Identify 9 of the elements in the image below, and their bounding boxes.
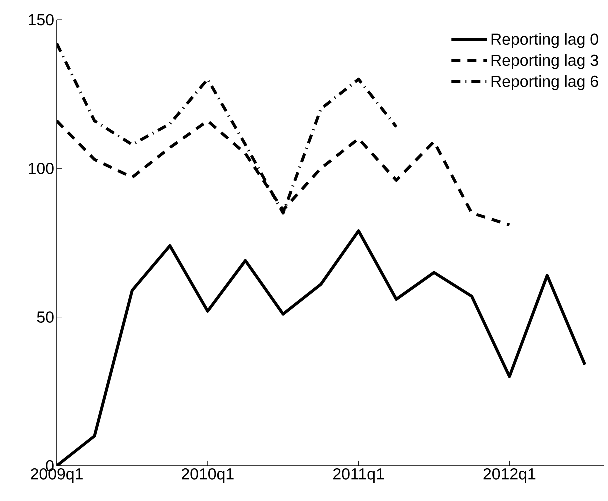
legend-label: Reporting lag 6: [492, 75, 598, 90]
legend-label: Reporting lag 0: [492, 33, 598, 48]
x-tick-label: 2011q1: [334, 468, 384, 484]
y-tick-label: 150: [29, 14, 54, 26]
x-tick-label: 2012q1: [484, 468, 536, 484]
y-tick-label: 100: [29, 162, 54, 174]
legend-label: Reporting lag 3: [492, 54, 598, 70]
x-tick-label: 2010q1: [182, 468, 234, 484]
y-tick-label: 50: [37, 312, 54, 323]
